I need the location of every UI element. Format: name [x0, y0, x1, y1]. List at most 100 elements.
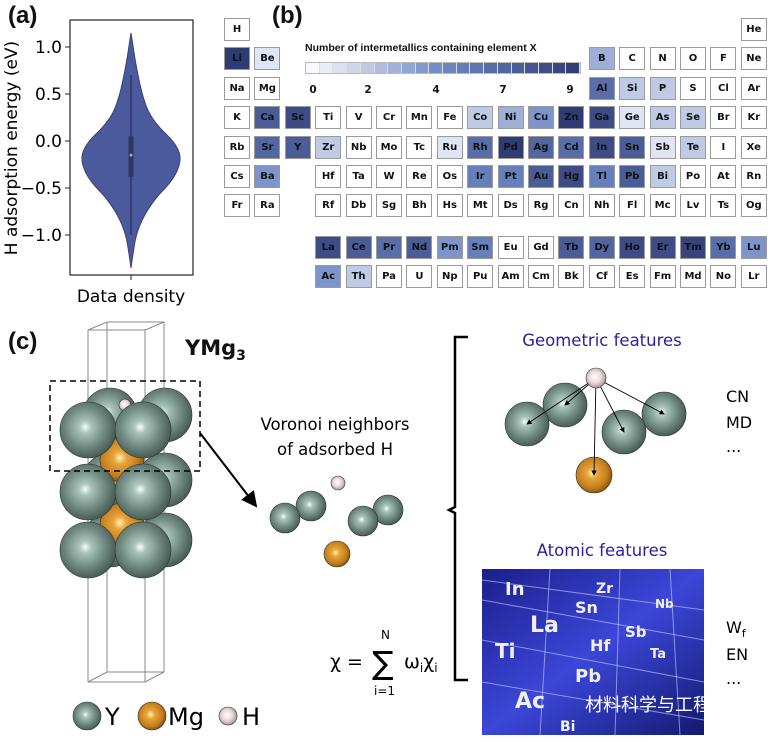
element-cell-Cd: Cd — [558, 135, 585, 159]
element-cell-Np: Np — [436, 265, 463, 288]
colorbar-segment — [566, 63, 581, 73]
formula-sum: ∑ — [372, 644, 394, 682]
element-cell-Ba: Ba — [254, 165, 281, 188]
element-cell-Fm: Fm — [649, 265, 676, 288]
y-tick-label: 1.0 — [35, 38, 62, 58]
neighbor-arrow — [526, 373, 602, 425]
element-cell-Na: Na — [224, 76, 250, 100]
element-cell-Au: Au — [528, 165, 554, 188]
y-atom — [59, 463, 117, 521]
element-cell-Os: Os — [436, 165, 463, 188]
element-cell-F: F — [710, 47, 737, 71]
colorbar-segment — [456, 63, 471, 73]
atomic-item-work-function: Wf — [726, 618, 747, 640]
element-cell-Mg: Mg — [254, 76, 281, 100]
element-cell-Cn: Cn — [558, 194, 585, 218]
element-cell-Mn: Mn — [406, 106, 433, 130]
element-cell-Rf: Rf — [315, 194, 342, 218]
colorbar-segment — [401, 63, 416, 73]
element-cell-Db: Db — [345, 194, 372, 218]
colorbar-segment — [319, 63, 334, 73]
element-cell-Bk: Bk — [558, 265, 585, 288]
element-cell-O: O — [680, 47, 706, 71]
voronoi-label-line2: of adsorbed H — [277, 440, 393, 459]
element-cell-Sg: Sg — [376, 194, 402, 218]
image-element-label: Sn — [575, 598, 598, 617]
element-cell-Si: Si — [619, 76, 646, 100]
element-cell-Pb: Pb — [619, 165, 646, 188]
element-cell-Te: Te — [680, 135, 706, 159]
colorbar-segment — [347, 63, 361, 73]
y-atom — [114, 463, 172, 521]
element-cell-Ca: Ca — [254, 106, 281, 130]
element-cell-C: C — [619, 47, 646, 71]
geometric-item: ... — [726, 437, 741, 456]
element-cell-S: S — [680, 76, 706, 100]
geometric-cluster — [504, 367, 687, 494]
element-cell-Ac: Ac — [315, 265, 342, 288]
colorbar-segment — [306, 63, 320, 73]
element-cell-Cf: Cf — [588, 265, 615, 288]
element-cell-Pa: Pa — [376, 265, 402, 288]
element-cell-Rg: Rg — [528, 194, 554, 218]
element-cell-Li: Li — [224, 47, 250, 71]
element-cell-He: He — [740, 18, 767, 41]
image-element-label: In — [505, 579, 525, 600]
element-cell-Pm: Pm — [436, 236, 463, 259]
structure-schematic: Voronoi neighbors of adsorbed H χ = ∑ N … — [49, 321, 752, 736]
image-element-label: Ac — [515, 689, 545, 714]
colorbar-tick-label: 2 — [364, 84, 372, 96]
element-cell-Ge: Ge — [619, 106, 646, 130]
element-cell-I: I — [710, 135, 737, 159]
element-cell-Cu: Cu — [528, 106, 554, 130]
element-cell-Al: Al — [588, 76, 615, 100]
element-cell-Cm: Cm — [528, 265, 554, 288]
element-cell-Fl: Fl — [619, 194, 646, 218]
element-cell-Tc: Tc — [406, 135, 433, 159]
voronoi-cluster — [269, 475, 404, 568]
element-cell-K: K — [224, 106, 250, 130]
element-cell-Og: Og — [740, 194, 767, 218]
legend-label: H — [242, 703, 260, 731]
element-cell-Er: Er — [649, 236, 676, 259]
element-cell-Tb: Tb — [558, 236, 585, 259]
element-cell-Lu: Lu — [740, 236, 767, 259]
element-cell-Kr: Kr — [740, 106, 767, 130]
element-cell-Sc: Sc — [284, 106, 311, 130]
y-atom — [347, 505, 379, 537]
y-atom — [59, 401, 117, 459]
element-cell-Mo: Mo — [376, 135, 402, 159]
colorbar — [305, 62, 581, 74]
element-cell-In: In — [588, 135, 615, 159]
element-cell-Nd: Nd — [406, 236, 433, 259]
colorbar-segment — [525, 63, 539, 73]
colorbar-segment — [538, 63, 553, 73]
y-atom — [114, 401, 172, 459]
colorbar-segment — [388, 63, 402, 73]
colorbar-tick-label: 9 — [566, 84, 574, 96]
image-element-label: Hf — [590, 636, 611, 655]
violin-median — [129, 153, 133, 157]
element-cell-La: La — [315, 236, 342, 259]
element-cell-P: P — [649, 76, 676, 100]
element-cell-Se: Se — [680, 106, 706, 130]
element-cell-Xe: Xe — [740, 135, 767, 159]
colorbar-segment — [429, 63, 444, 73]
colorbar-segment — [333, 63, 348, 73]
element-cell-Bi: Bi — [649, 165, 676, 188]
element-cell-Sr: Sr — [254, 135, 281, 159]
element-cell-Ir: Ir — [467, 165, 494, 188]
element-cell-Re: Re — [406, 165, 433, 188]
y-tick-label: −0.5 — [21, 179, 62, 199]
compound-subscript: 3 — [236, 348, 246, 365]
zoom-arrow — [199, 432, 258, 508]
element-cell-Rn: Rn — [740, 165, 767, 188]
y-atom — [269, 502, 301, 534]
element-cell-Sm: Sm — [467, 236, 494, 259]
element-cell-Mc: Mc — [649, 194, 676, 218]
colorbar-segment — [374, 63, 389, 73]
element-cell-Ne: Ne — [740, 47, 767, 71]
element-cell-Ar: Ar — [740, 76, 767, 100]
element-cell-Md: Md — [680, 265, 706, 288]
